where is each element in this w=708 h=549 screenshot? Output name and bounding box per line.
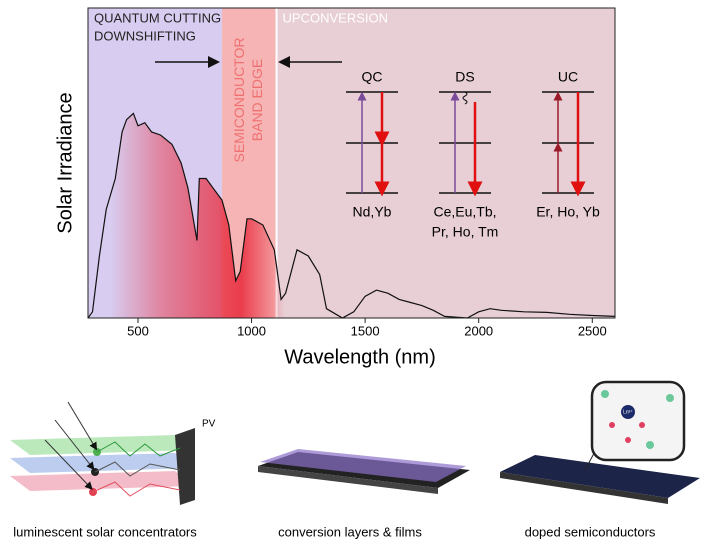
diagram-title: UC (558, 69, 578, 85)
diagram-title: DS (455, 69, 474, 85)
spectrum-line (87, 112, 616, 319)
ion-list: Nd,Yb (353, 204, 392, 220)
relaxation (462, 91, 468, 105)
ion-list: Pr, Ho, Tm (432, 224, 499, 240)
region-label: BAND EDGE (249, 59, 265, 141)
spectrum-fill (88, 113, 615, 319)
illustration-label: conversion layers & films (278, 524, 422, 539)
x-tick-label: 2000 (464, 323, 493, 338)
ion-list: Ce,Eu,Tb, (433, 204, 496, 220)
plot-frame (87, 7, 616, 319)
x-tick-label: 1500 (351, 323, 380, 338)
film-illustration (258, 449, 470, 494)
semiconductor-illustration (500, 380, 700, 504)
y-axis-label: Solar Irradiance (54, 92, 76, 233)
region-label: UPCONVERSION (283, 10, 388, 25)
lsc-illustration (10, 401, 195, 505)
pv-label: PV (202, 419, 216, 430)
ion-label: Ln³⁺ (623, 409, 633, 415)
x-tick-label: 2500 (578, 323, 607, 338)
diagram-title: QC (362, 69, 383, 85)
ion-list: Er, Ho, Yb (536, 204, 600, 220)
illustration-label: luminescent solar concentrators (13, 524, 197, 539)
region (276, 8, 615, 318)
region-label: DOWNSHIFTING (94, 28, 196, 43)
region-label: QUANTUM CUTTING (94, 10, 221, 25)
illustration-label: doped semiconductors (525, 524, 656, 539)
x-tick-label: 1000 (237, 323, 266, 338)
x-tick-label: 500 (127, 323, 149, 338)
x-axis-label: Wavelength (nm) (284, 346, 436, 368)
region-label: SEMICONDUCTOR (231, 38, 247, 163)
